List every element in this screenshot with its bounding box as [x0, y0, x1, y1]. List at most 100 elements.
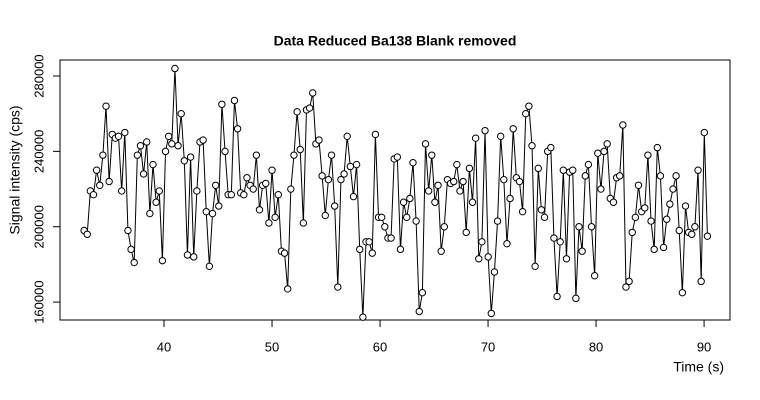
- data-point: [202, 207, 210, 216]
- data-point: [562, 255, 571, 263]
- data-point: [603, 140, 611, 148]
- data-point: [190, 253, 198, 261]
- data-point: [619, 121, 627, 129]
- data-point: [262, 179, 270, 188]
- data-point: [208, 209, 217, 218]
- data-point: [631, 213, 640, 222]
- data-point: [525, 102, 533, 110]
- x-axis-label: Time (s): [673, 359, 724, 375]
- data-point: [309, 89, 317, 97]
- y-tick-label: 160000: [31, 280, 46, 323]
- data-point: [143, 138, 151, 146]
- data-point: [171, 64, 179, 73]
- data-point: [437, 247, 445, 255]
- data-point: [471, 134, 480, 142]
- y-tick-label: 200000: [31, 205, 46, 248]
- data-point: [174, 142, 182, 150]
- data-point: [572, 294, 580, 303]
- x-tick-label: 70: [481, 339, 495, 354]
- data-point: [656, 172, 665, 180]
- data-point: [653, 143, 662, 152]
- data-point: [559, 166, 568, 174]
- data-point: [703, 232, 712, 240]
- data-point: [644, 151, 652, 159]
- data-point: [403, 213, 411, 222]
- data-point: [186, 153, 195, 161]
- data-point: [139, 170, 148, 178]
- data-point: [406, 194, 414, 203]
- data-point: [365, 238, 373, 246]
- data-point: [590, 272, 599, 280]
- data-point: [509, 125, 517, 133]
- data-point: [575, 223, 583, 231]
- data-point: [315, 136, 323, 144]
- data-point: [330, 202, 339, 210]
- data-point: [581, 172, 589, 180]
- data-point: [468, 198, 477, 206]
- data-point: [130, 258, 138, 267]
- data-point: [356, 245, 364, 254]
- data-point: [475, 255, 483, 263]
- data-point: [180, 157, 189, 165]
- data-point: [96, 181, 104, 189]
- x-tick-label: 50: [265, 339, 279, 354]
- data-point: [597, 185, 605, 193]
- data-point: [121, 128, 129, 137]
- data-point: [211, 181, 220, 189]
- data-point: [102, 102, 110, 110]
- data-point: [421, 140, 430, 148]
- data-point: [334, 283, 342, 291]
- data-point: [283, 285, 292, 293]
- data-point: [540, 213, 549, 222]
- data-point: [280, 249, 289, 257]
- data-point: [158, 256, 167, 265]
- data-point: [352, 160, 361, 169]
- data-point: [183, 251, 192, 259]
- data-point: [666, 200, 674, 208]
- data-point: [537, 206, 546, 214]
- data-point: [462, 228, 470, 237]
- x-tick-label: 60: [373, 339, 387, 354]
- data-point: [83, 230, 91, 238]
- data-point: [290, 151, 298, 159]
- data-point: [587, 223, 596, 231]
- data-point: [136, 142, 145, 150]
- data-point: [318, 172, 326, 180]
- data-point: [230, 96, 239, 105]
- data-point: [675, 226, 683, 235]
- data-point: [346, 162, 355, 171]
- data-point: [377, 213, 386, 222]
- data-point: [343, 132, 351, 141]
- data-point: [215, 202, 223, 210]
- data-point: [161, 147, 170, 156]
- data-point: [412, 217, 420, 225]
- data-point: [299, 219, 308, 227]
- data-point: [496, 132, 505, 141]
- data-point: [146, 209, 154, 218]
- data-point: [697, 277, 705, 286]
- data-point: [274, 191, 282, 199]
- data-point: [396, 245, 405, 254]
- data-point: [149, 160, 157, 169]
- data-point: [349, 192, 358, 201]
- data-point: [337, 175, 345, 184]
- data-point: [515, 177, 524, 186]
- data-point: [205, 262, 214, 271]
- y-tick-label: 280000: [31, 54, 46, 97]
- data-point: [92, 166, 101, 174]
- data-point: [578, 247, 586, 255]
- chart-title: Data Reduced Ba138 Blank removed: [274, 33, 517, 49]
- data-point: [221, 147, 229, 156]
- data-point: [321, 211, 329, 220]
- data-point: [672, 172, 680, 180]
- data-point: [124, 226, 132, 235]
- data-point: [628, 228, 636, 237]
- data-point: [553, 292, 561, 301]
- data-point: [296, 145, 304, 154]
- y-tick-label: 240000: [31, 130, 46, 173]
- x-tick-label: 90: [697, 339, 711, 354]
- data-point: [268, 166, 276, 174]
- data-point: [503, 239, 511, 248]
